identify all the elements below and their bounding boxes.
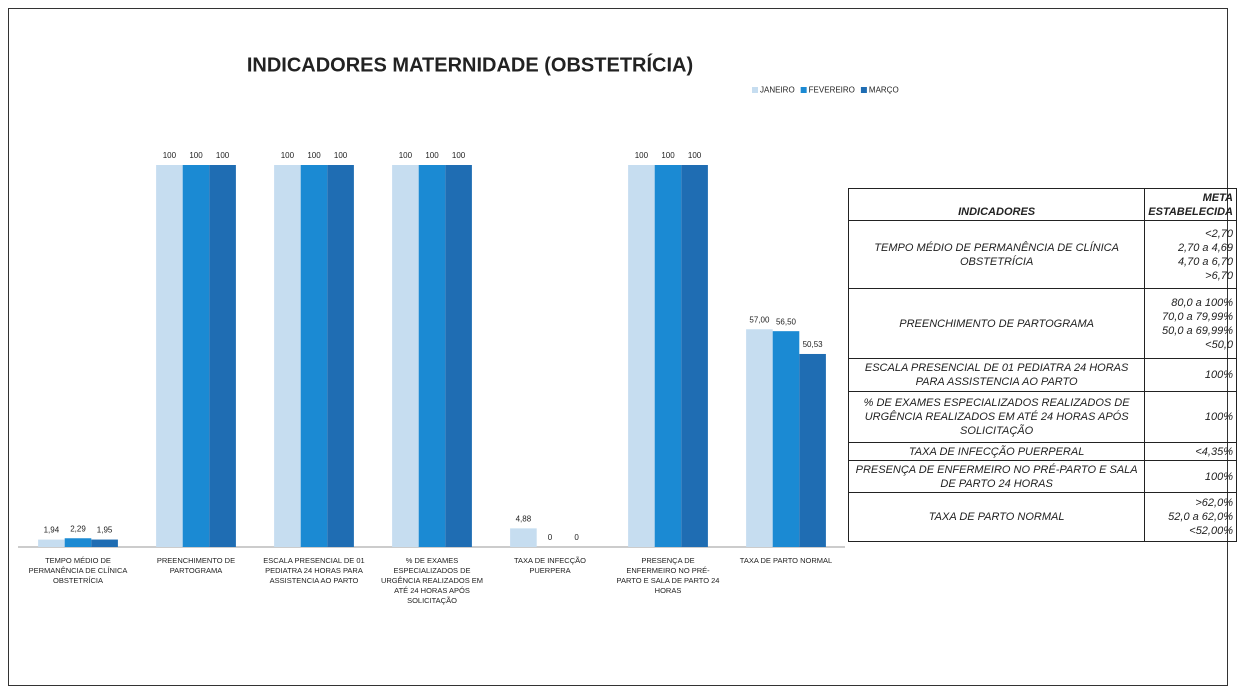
bar: [628, 165, 655, 547]
value-label: 100: [425, 151, 439, 160]
legend-swatch: [800, 87, 807, 93]
meta-line: >6,70: [1205, 269, 1233, 282]
indicator-cell: ESCALA PRESENCIAL DE 01 PEDIATRA 24 HORA…: [847, 358, 1146, 392]
bar: [91, 539, 118, 547]
x-tick-label: TAXA DE PARTO NORMAL: [739, 556, 833, 565]
meta-line: <2,70: [1205, 227, 1233, 240]
meta-line: 100%: [1204, 369, 1233, 381]
meta-line: 100%: [1204, 470, 1233, 483]
value-label: 100: [635, 151, 649, 160]
table-row: TEMPO MÉDIO DE PERMANÊNCIA DE CLÍNICA OB…: [847, 220, 1237, 289]
x-tick-label: PREENCHIMENTO DE PARTOGRAMA: [156, 556, 236, 575]
table-row: ESCALA PRESENCIAL DE 01 PEDIATRA 24 HORA…: [847, 358, 1237, 392]
value-label: 4,88: [516, 514, 532, 523]
value-label: 50,53: [803, 340, 824, 349]
meta-cell: 100%: [1144, 460, 1237, 493]
table-row: TAXA DE PARTO NORMAL >62,0% 52,0 a 62,0% <5…: [847, 492, 1237, 542]
bar: [64, 538, 92, 547]
table-row: TAXA DE INFECÇÃO PUERPERAL <4,35%: [847, 442, 1237, 461]
meta-line: <4,35%: [1195, 445, 1233, 458]
meta-cell: 100%: [1144, 391, 1237, 443]
bar: [156, 165, 183, 547]
value-label: 100: [661, 151, 675, 160]
meta-line: <52,00%: [1189, 525, 1233, 537]
meta-line: 4,70 a 6,70: [1177, 255, 1233, 268]
meta-line: 80,0 a 100%: [1171, 296, 1233, 309]
value-label: 100: [163, 151, 177, 160]
bar: [681, 165, 708, 547]
meta-cell: 80,0 a 100% 70,0 a 79,99% 50,0 a 69,99% <50…: [1144, 288, 1237, 359]
value-label: 2,29: [70, 524, 86, 533]
x-tick-label: % DE EXAMES ESPECIALIZADOS DE URGÊNCIA R…: [380, 556, 484, 605]
indicator-cell: TEMPO MÉDIO DE PERMANÊNCIA DE CLÍNICA OB…: [847, 220, 1146, 289]
value-label: 100: [189, 151, 203, 160]
value-label: 0: [574, 533, 579, 542]
bar: [746, 329, 773, 547]
value-label: 1,95: [97, 526, 113, 535]
x-tick-label: TEMPO MÉDIO DE PERMANÊNCIA DE CLÍNICA OB…: [28, 556, 128, 585]
value-label: 100: [399, 151, 413, 160]
meta-line: 2,70 a 4,69: [1177, 241, 1233, 254]
bar: [182, 165, 210, 547]
legend-label: FEVEREIRO: [809, 86, 855, 95]
legend-label: MARÇO: [869, 86, 899, 95]
header-cell: META ESTABELECIDA: [1144, 188, 1237, 221]
bar: [300, 165, 328, 547]
meta-cell: 100%: [1144, 358, 1237, 392]
bar: [772, 331, 800, 547]
indicator-cell: % DE EXAMES ESPECIALIZADOS REALIZADOS DE…: [847, 391, 1146, 443]
x-tick-label: ESCALA PRESENCIAL DE 01 PEDIATRA 24 HORA…: [263, 556, 365, 585]
meta-line: <50,0: [1205, 338, 1233, 351]
legend-label: JANEIRO: [760, 86, 795, 95]
bar: [799, 353, 826, 547]
value-label: 1,94: [44, 526, 60, 535]
table-row: PREENCHIMENTO DE PARTOGRAMA 80,0 a 100% 70…: [847, 288, 1237, 359]
bar: [392, 165, 419, 547]
table-row: PRESENÇA DE ENFERMEIRO NO PRÉ-PARTO E SA…: [847, 460, 1237, 493]
bar: [38, 539, 65, 547]
value-label: 100: [452, 151, 466, 160]
value-label: 0: [548, 533, 553, 542]
meta-cell: <2,70 2,70 a 4,69 4,70 a 6,70 >6,70: [1144, 220, 1237, 289]
legend-swatch: [860, 87, 867, 93]
indicator-cell: TAXA DE INFECÇÃO PUERPERAL: [847, 442, 1146, 461]
meta-line: 70,0 a 79,99%: [1162, 310, 1233, 323]
meta-cell: <4,35%: [1144, 442, 1237, 461]
value-label: 100: [334, 151, 348, 160]
value-label: 100: [281, 151, 295, 160]
x-tick-label: PRESENÇA DE ENFERMEIRO NO PRÉ-PARTO E SA…: [616, 556, 720, 595]
indicator-cell: TAXA DE PARTO NORMAL: [847, 492, 1146, 542]
header-cell: INDICADORES: [847, 188, 1146, 221]
value-label: 56,50: [776, 317, 797, 326]
legend-swatch: [752, 87, 758, 93]
meta-line: >62,0%: [1195, 497, 1233, 509]
value-label: 100: [688, 151, 702, 160]
meta-line: 50,0 a 69,99%: [1162, 324, 1233, 337]
value-label: 100: [307, 151, 321, 160]
value-label: 100: [216, 151, 230, 160]
indicator-cell: PRESENÇA DE ENFERMEIRO NO PRÉ-PARTO E SA…: [847, 460, 1146, 493]
table-row: % DE EXAMES ESPECIALIZADOS REALIZADOS DE…: [847, 391, 1237, 443]
bar: [327, 165, 354, 547]
bar: [418, 165, 446, 547]
bar: [510, 528, 537, 547]
meta-cell: >62,0% 52,0 a 62,0% <52,00%: [1144, 492, 1237, 542]
meta-line: 52,0 a 62,0%: [1168, 511, 1233, 523]
meta-line: 100%: [1204, 411, 1233, 423]
chart-title: INDICADORES MATERNIDADE (OBSTETRÍCIA): [247, 53, 693, 76]
indicator-cell: PREENCHIMENTO DE PARTOGRAMA: [847, 288, 1146, 359]
bar: [274, 165, 301, 547]
table-header: INDICADORES META ESTABELECIDA: [847, 188, 1237, 221]
x-tick-label: TAXA DE INFECÇÃO PUERPERA: [514, 556, 586, 575]
bar: [445, 165, 472, 547]
bar: [654, 165, 682, 547]
value-label: 57,00: [749, 315, 770, 324]
meta-table: INDICADORES META ESTABELECIDA TEMPO MÉDIO …: [847, 188, 1237, 542]
bar: [209, 165, 236, 547]
